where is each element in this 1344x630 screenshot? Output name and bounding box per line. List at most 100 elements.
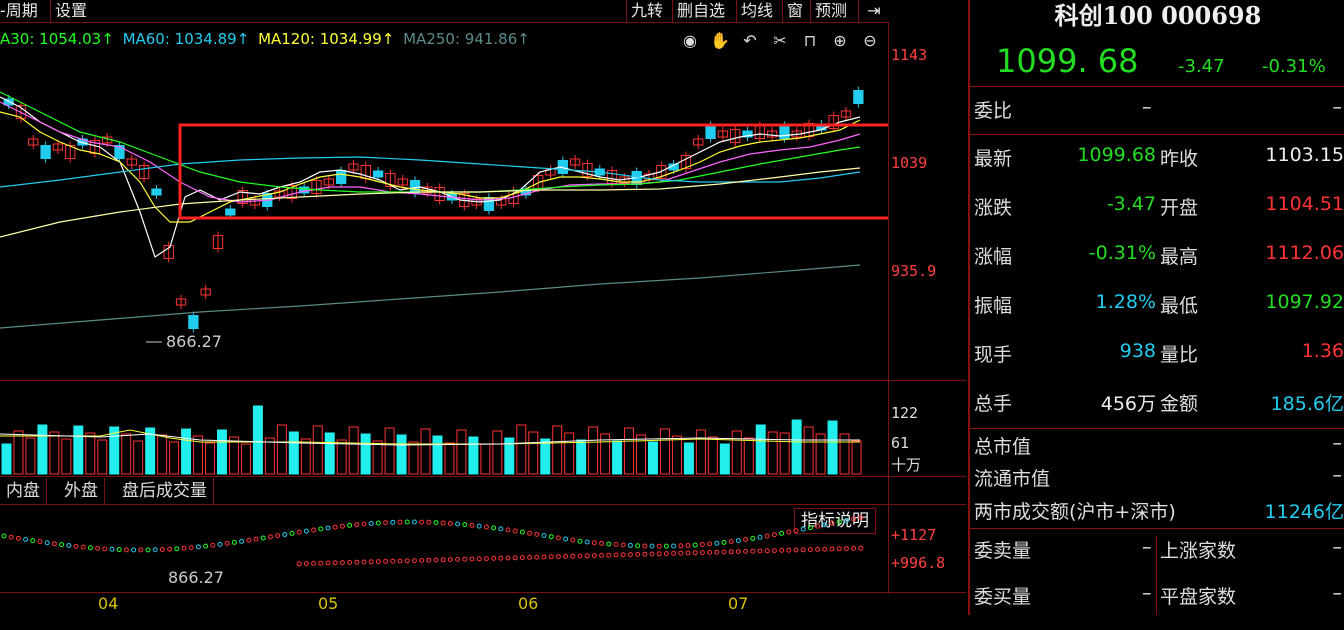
indicator-help-button[interactable]: 指标说明 <box>794 508 876 534</box>
volume-bar <box>779 432 790 475</box>
eye-icon[interactable]: ◉ <box>683 31 697 50</box>
period-button[interactable]: -周期 <box>0 1 38 20</box>
indicator-dot <box>591 540 597 546</box>
volume-bar <box>827 420 838 475</box>
indicator-dot <box>692 542 698 548</box>
tab-inner[interactable]: 内盘 <box>0 478 47 504</box>
ma120-label: MA120: 1034.99↑ <box>258 30 395 48</box>
x-axis-date: 06 <box>518 594 539 613</box>
divider <box>970 86 1344 87</box>
volume-bar <box>456 429 467 475</box>
indicator-dot <box>843 517 849 523</box>
indicator-dot <box>793 528 799 534</box>
indicator-dot <box>476 556 482 562</box>
turnover-label: 两市成交额(沪市+深市) <box>974 501 1176 523</box>
zoom-out-icon[interactable]: ⊖ <box>863 31 877 50</box>
quote-value: -3.47 <box>1106 193 1156 215</box>
indicator-dot <box>851 545 857 551</box>
volume-bar <box>372 440 383 475</box>
quote-value: 1.28% <box>1095 291 1156 313</box>
volume-bar <box>815 433 826 475</box>
volume-bar <box>480 443 491 475</box>
lock-icon[interactable]: ⊓ <box>803 31 817 50</box>
indicator-dot <box>663 543 669 549</box>
volume-bar <box>217 429 227 475</box>
indicator-dot <box>735 538 741 544</box>
indicator-dot <box>548 554 554 560</box>
volume-chart[interactable] <box>0 382 888 476</box>
indicator-dot <box>318 560 324 566</box>
market-cap-label: 总市值 <box>974 436 1032 458</box>
tab-outer[interactable]: 外盘 <box>58 478 105 504</box>
ma120-line <box>0 167 861 238</box>
zoom-in-icon[interactable]: ⊕ <box>833 31 847 50</box>
indicator-dot <box>246 537 252 543</box>
volume-bar <box>348 426 359 475</box>
volume-bar <box>695 429 706 475</box>
indicator-dot <box>519 529 525 535</box>
volume-bar <box>157 434 168 475</box>
indicator-dot <box>735 549 741 555</box>
indicator-dot <box>303 561 309 567</box>
volume-bar <box>228 436 239 475</box>
volume-axis-label: 122 <box>891 404 919 422</box>
undo-icon[interactable]: ↶ <box>743 31 757 50</box>
remove-favorite-button[interactable]: 删自选 <box>672 0 729 22</box>
indicator-dot <box>483 556 489 562</box>
price-change: -3.47 <box>1178 56 1225 77</box>
quote-value: 1.36 <box>1301 340 1344 362</box>
indicator-dot <box>296 561 302 567</box>
quote-value: 938 <box>1119 340 1156 362</box>
quote-label: 最新 <box>974 148 1013 170</box>
scissors-icon[interactable]: ✂ <box>773 31 787 50</box>
flat-count-label: 平盘家数 <box>1160 586 1237 608</box>
indicator-dot <box>433 520 439 526</box>
quote-value: -0.31% <box>1088 242 1156 264</box>
volume-bar <box>576 439 587 475</box>
buy-volume-row: 委买量 – 平盘家数 – <box>970 582 1344 630</box>
indicator-dot <box>404 519 410 525</box>
indicator-dot <box>368 559 374 565</box>
pin-icon[interactable]: ⇥ <box>858 0 889 22</box>
indicator-dot <box>728 549 734 555</box>
volume-bar <box>564 432 575 475</box>
window-button[interactable]: 窗 <box>782 0 807 22</box>
indicator-dot <box>678 550 684 556</box>
chart-area[interactable]: -周期 设置 九转 删自选 均线 窗 预测 ⇥ A30: 1054.03↑ MA… <box>0 0 966 615</box>
highlight-box <box>178 123 888 220</box>
quote-label: 金额 <box>1160 393 1199 415</box>
indicator-dot <box>800 526 806 532</box>
indicator-dot <box>267 534 273 540</box>
price-panel-bottom <box>0 380 966 381</box>
quote-value: 1112.06 <box>1265 242 1344 264</box>
indicator-dot <box>339 523 345 529</box>
volume-bar <box>288 431 299 475</box>
volume-bar <box>659 428 670 475</box>
ma60-label: MA60: 1034.89↑ <box>122 30 250 48</box>
indicator-dot <box>253 536 259 542</box>
volume-ma2-line <box>0 433 860 446</box>
volume-bar <box>803 426 814 475</box>
settings-button[interactable]: 设置 <box>50 0 91 22</box>
security-title: 科创100 000698 <box>1054 1 1262 30</box>
volume-bar <box>468 436 479 475</box>
jiuzhuan-button[interactable]: 九转 <box>626 0 667 22</box>
indicator-dot <box>627 542 633 548</box>
ma-lines-button[interactable]: 均线 <box>736 0 777 22</box>
candlestick-chart[interactable] <box>0 22 888 382</box>
indicator-dot <box>800 547 806 553</box>
indicator-dot <box>728 539 734 545</box>
volume-bar <box>384 427 395 475</box>
indicator-dot <box>613 552 619 558</box>
volume-bar <box>85 432 96 475</box>
indicator-dot <box>296 529 302 535</box>
indicator-dot <box>714 540 720 546</box>
indicator-dot <box>771 548 777 554</box>
hand-icon[interactable]: ✋ <box>710 31 730 50</box>
forecast-button[interactable]: 预测 <box>810 0 851 22</box>
indicator-chart[interactable] <box>0 506 888 592</box>
indicator-dot <box>152 547 158 553</box>
tab-after-hours-volume[interactable]: 盘后成交量 <box>116 478 214 504</box>
quote-row: 振幅 1.28% 最低 1097.92 <box>970 291 1344 339</box>
indicator-dot <box>671 550 677 556</box>
